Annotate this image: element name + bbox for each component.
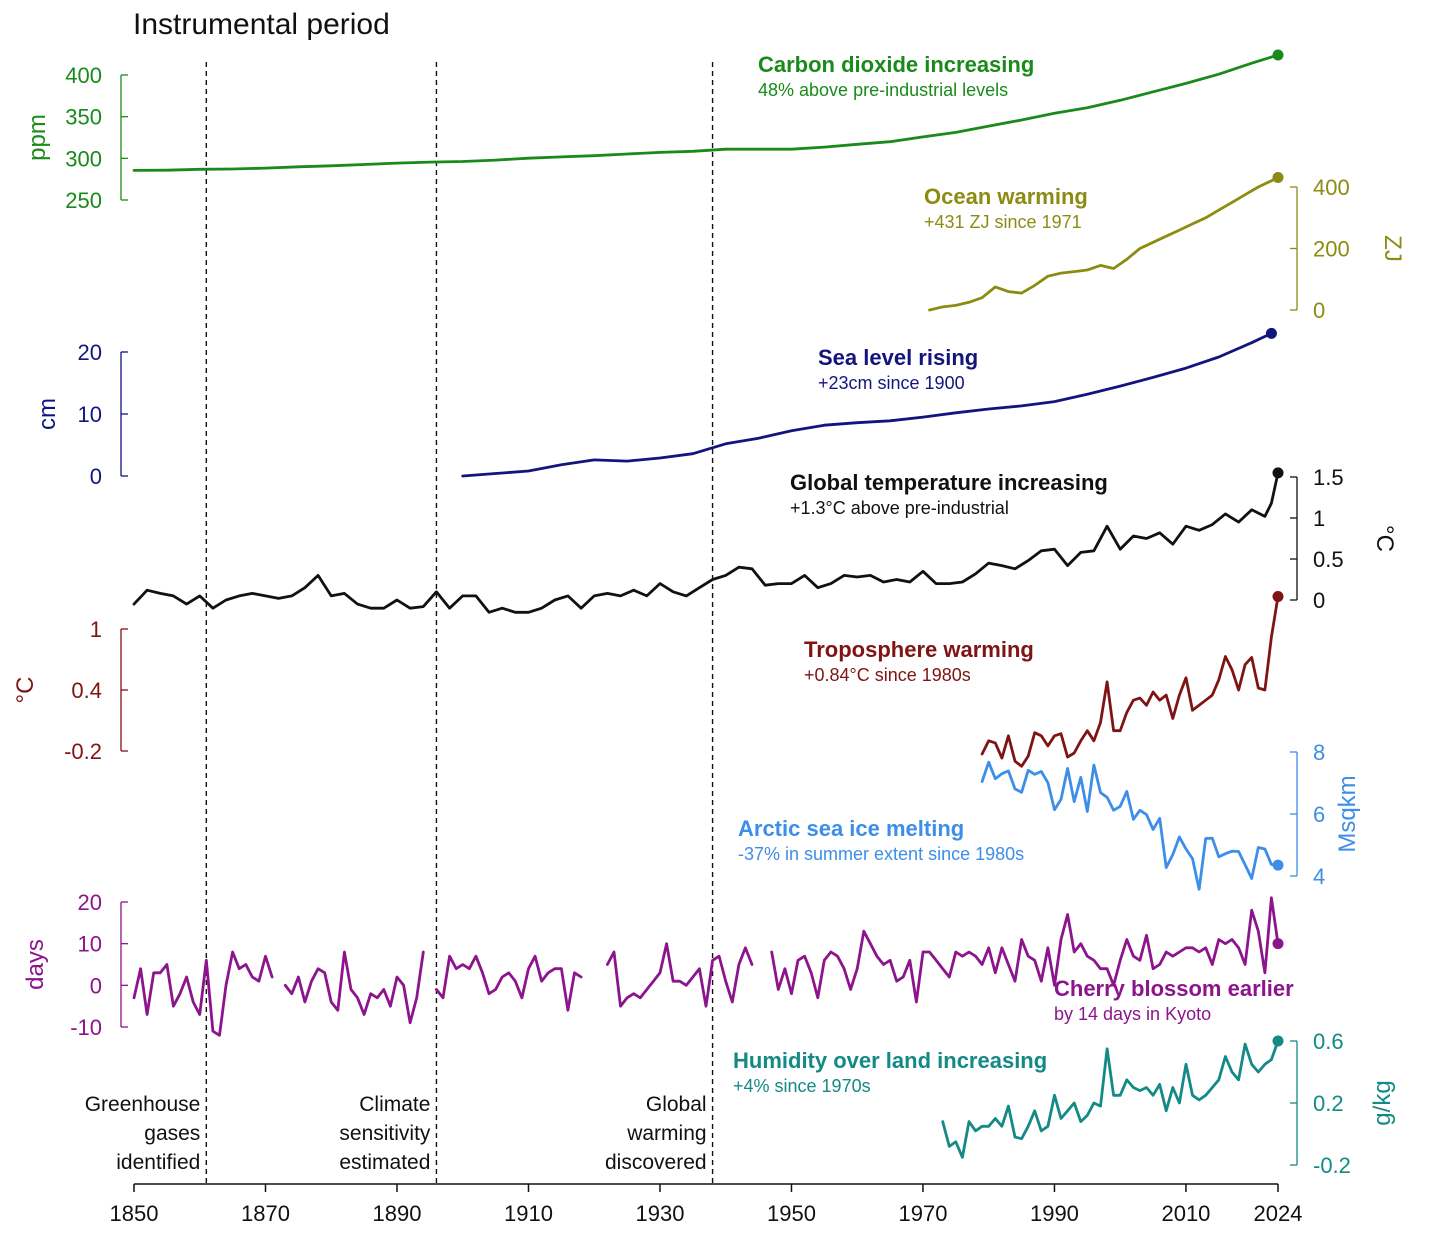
ice-tick-label: 4 [1313, 864, 1325, 889]
event-label-1861: gases [144, 1122, 200, 1145]
ohc-tick-label: 200 [1313, 237, 1350, 262]
ohc-tick-label: 400 [1313, 175, 1350, 200]
co2-tick-label: 250 [65, 188, 102, 213]
x-tick-label: 1990 [1030, 1201, 1079, 1226]
sea-subtitle: +23cm since 1900 [818, 373, 965, 393]
tropo-tick-label: 1 [90, 617, 102, 642]
tropo-title: Troposphere warming [804, 637, 1034, 662]
sea-unit-label: cm [34, 398, 61, 430]
cherry-tick-label: 0 [90, 973, 102, 998]
humidity-tick-label: -0.2 [1313, 1153, 1351, 1178]
event-markers: Greenhouse gases identified Climate sensitiv… [85, 62, 714, 1183]
temp-subtitle: +1.3°C above pre-industrial [790, 498, 1009, 518]
humidity-subtitle: +4% since 1970s [733, 1076, 871, 1096]
x-axis: 1850 1870 1890 1910 1930 1950 1970 1990 2010 2024 [110, 1183, 1303, 1226]
sea-title: Sea level rising [818, 345, 978, 370]
temp-end-dot [1272, 467, 1284, 479]
co2-tick-label: 400 [65, 63, 102, 88]
series-ice: 4 6 8 Msqkm Arctic sea ice melting -37% in su… [738, 740, 1361, 891]
tropo-tick-label: -0.2 [64, 739, 102, 764]
ohc-subtitle: +431 ZJ since 1971 [924, 212, 1082, 232]
tropo-line [980, 595, 1280, 768]
tropo-end-dot [1272, 590, 1284, 602]
humidity-tick-label: 0.2 [1313, 1091, 1344, 1116]
cherry-subtitle: by 14 days in Kyoto [1054, 1004, 1211, 1024]
co2-title: Carbon dioxide increasing [758, 52, 1034, 77]
humidity-title: Humidity over land increasing [733, 1048, 1047, 1073]
ohc-unit-label: ZJ [1379, 235, 1406, 262]
series-temp: 0 0.5 1 1.5 °C Global temperature increasing +… [132, 465, 1398, 614]
x-tick-label: 1870 [241, 1201, 290, 1226]
temp-title: Global temperature increasing [790, 470, 1108, 495]
series-sea: 0 10 20 cm Sea level rising +23cm since 1900 [34, 327, 1277, 489]
ohc-end-dot [1272, 171, 1284, 183]
series-ohc: 0 200 400 ZJ Ocean warming +431 ZJ since 1971 [924, 171, 1406, 323]
cherry-tick-label: -10 [70, 1015, 102, 1040]
series-tropo: -0.2 0.4 1 °C Troposphere warming +0.84°C sin… [12, 590, 1284, 768]
ice-line [980, 760, 1280, 891]
co2-end-dot [1272, 49, 1284, 61]
temp-tick-label: 1 [1313, 506, 1325, 531]
ice-title: Arctic sea ice melting [738, 816, 964, 841]
humidity-unit-label: g/kg [1369, 1080, 1396, 1125]
x-tick-label: 2024 [1254, 1201, 1303, 1226]
tropo-tick-label: 0.4 [71, 678, 102, 703]
x-tick-label: 1910 [504, 1201, 553, 1226]
cherry-unit-label: days [22, 939, 49, 990]
event-label-1896: sensitivity [339, 1122, 431, 1145]
cherry-line [132, 896, 1280, 1037]
temp-unit-label: °C [1371, 525, 1398, 552]
event-label-1861: identified [116, 1151, 200, 1174]
sea-end-dot [1265, 327, 1277, 339]
co2-unit-label: ppm [24, 114, 51, 161]
temp-tick-label: 1.5 [1313, 465, 1344, 490]
temp-tick-label: 0 [1313, 588, 1325, 613]
tropo-subtitle: +0.84°C since 1980s [804, 665, 971, 685]
cherry-tick-label: 20 [78, 890, 102, 915]
event-label-1938: Global [646, 1093, 707, 1116]
ice-subtitle: -37% in summer extent since 1980s [738, 844, 1024, 864]
x-tick-label: 1850 [110, 1201, 159, 1226]
series-co2: 250 300 350 400 ppm Carbon dioxide increasing… [24, 49, 1284, 213]
ohc-title: Ocean warming [924, 184, 1088, 209]
temp-line [132, 471, 1280, 614]
ice-unit-label: Msqkm [1334, 775, 1361, 852]
sea-tick-label: 0 [90, 464, 102, 489]
co2-line [132, 53, 1280, 172]
ice-tick-label: 6 [1313, 802, 1325, 827]
cherry-tick-label: 10 [78, 932, 102, 957]
series-cherry: -10 0 10 20 days Cherry blossom earlier by 14 … [22, 890, 1294, 1040]
humidity-tick-label: 0.6 [1313, 1029, 1344, 1054]
chart-title: Instrumental period [133, 8, 390, 41]
temp-tick-label: 0.5 [1313, 547, 1344, 572]
humidity-line [941, 1039, 1280, 1159]
x-tick-label: 1970 [898, 1201, 947, 1226]
event-label-1896: estimated [339, 1151, 430, 1174]
humidity-end-dot [1272, 1035, 1284, 1047]
sea-tick-label: 10 [78, 402, 102, 427]
x-tick-label: 2010 [1161, 1201, 1210, 1226]
co2-subtitle: 48% above pre-industrial levels [758, 80, 1008, 100]
event-label-1938: discovered [605, 1151, 707, 1174]
sea-line [461, 332, 1273, 478]
x-tick-label: 1930 [636, 1201, 685, 1226]
sea-tick-label: 20 [78, 340, 102, 365]
ice-tick-label: 8 [1313, 740, 1325, 765]
ohc-tick-label: 0 [1313, 298, 1325, 323]
event-label-1861: Greenhouse [85, 1093, 201, 1116]
cherry-title: Cherry blossom earlier [1054, 976, 1294, 1001]
event-label-1896: Climate [359, 1093, 430, 1116]
tropo-unit-label: °C [12, 677, 39, 704]
x-tick-label: 1890 [373, 1201, 422, 1226]
ice-end-dot [1272, 859, 1284, 871]
co2-tick-label: 300 [65, 146, 102, 171]
co2-tick-label: 350 [65, 105, 102, 130]
x-tick-label: 1950 [767, 1201, 816, 1226]
event-label-1938: warming [626, 1122, 706, 1145]
cherry-end-dot [1272, 938, 1284, 950]
series-humidity: -0.2 0.2 0.6 g/kg Humidity over land increas… [733, 1029, 1396, 1178]
ohc-line [928, 176, 1280, 312]
